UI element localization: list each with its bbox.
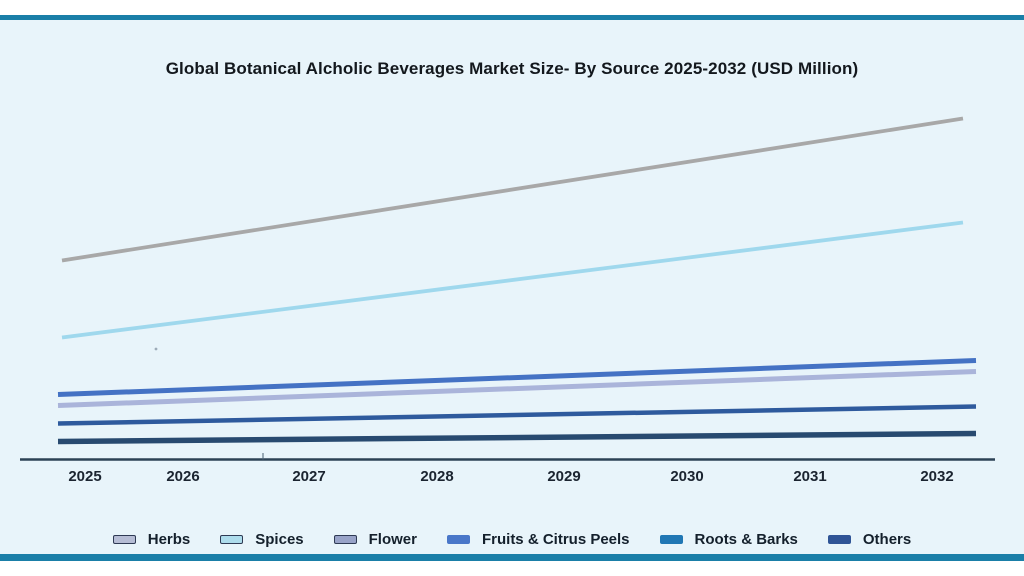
legend-label-herbs: Herbs bbox=[147, 530, 191, 548]
series-line-flower bbox=[61, 116, 964, 263]
series-line-roots-barks bbox=[57, 404, 977, 426]
stray-dot-artifact bbox=[154, 347, 158, 351]
chart-title: Global Botanical Alcholic Beverages Mark… bbox=[165, 59, 859, 78]
legend-swatch-spices bbox=[220, 534, 244, 544]
legend-label-others: Others bbox=[862, 530, 912, 548]
series-line-fruits-citrus-peels bbox=[57, 358, 977, 397]
top-accent-bar bbox=[0, 15, 1024, 20]
series-line-spices bbox=[61, 220, 964, 340]
bottom-accent-bar bbox=[0, 554, 1024, 561]
legend-label-roots-barks: Roots & Barks bbox=[694, 530, 798, 548]
series-line-others bbox=[57, 430, 977, 445]
series-lines bbox=[57, 116, 977, 445]
legend-label-spices: Spices bbox=[255, 530, 304, 548]
legend: Herbs Spices Flower Fruits & Citrus Peels Ro… bbox=[0, 528, 1024, 550]
legend-item-flower: Flower bbox=[333, 530, 417, 548]
legend-swatch-herbs bbox=[112, 534, 136, 544]
legend-swatch-roots-barks bbox=[659, 534, 683, 544]
legend-item-others: Others bbox=[827, 530, 912, 548]
legend-swatch-others bbox=[827, 534, 851, 544]
series-line-herbs bbox=[57, 369, 977, 408]
legend-swatch-flower bbox=[333, 534, 357, 544]
legend-item-fruits-citrus-peels: Fruits & Citrus Peels bbox=[446, 530, 630, 548]
chart-panel bbox=[0, 20, 1024, 554]
legend-item-spices: Spices bbox=[220, 530, 304, 548]
legend-label-fruits-citrus-peels: Fruits & Citrus Peels bbox=[481, 530, 630, 548]
legend-swatch-fruits-citrus-peels bbox=[446, 534, 470, 544]
legend-item-herbs: Herbs bbox=[112, 530, 191, 548]
legend-item-roots-barks: Roots & Barks bbox=[659, 530, 798, 548]
legend-label-flower: Flower bbox=[368, 530, 417, 548]
